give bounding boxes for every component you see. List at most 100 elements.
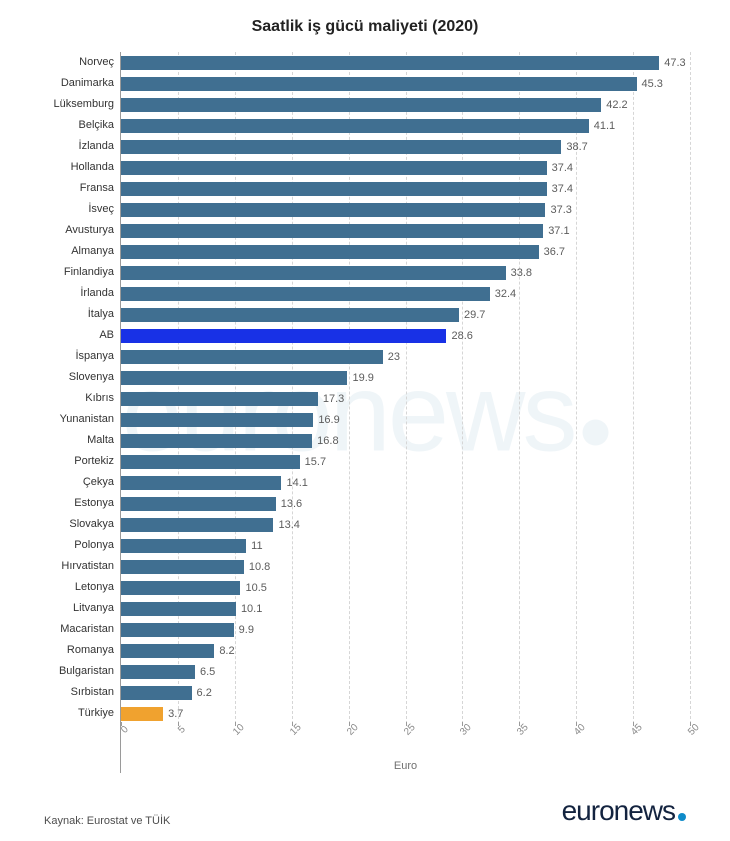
category-label: Avusturya	[40, 220, 120, 241]
bar	[121, 56, 659, 70]
bar-row: 6.2	[121, 682, 690, 703]
bar	[121, 350, 383, 364]
bar-row: 17.3	[121, 388, 690, 409]
x-tick-label: 40	[572, 722, 588, 738]
bar	[121, 287, 490, 301]
bar	[121, 224, 543, 238]
category-label: Yunanistan	[40, 409, 120, 430]
bar-row: 32.4	[121, 283, 690, 304]
category-label: Çekya	[40, 472, 120, 493]
x-tick-label: 20	[345, 722, 361, 738]
category-label: Sırbistan	[40, 682, 120, 703]
value-label: 11	[251, 540, 262, 552]
plot: NorveçDanimarkaLüksemburgBelçikaİzlandaH…	[40, 52, 690, 773]
bar-row: 42.2	[121, 94, 690, 115]
category-label: Bulgaristan	[40, 661, 120, 682]
bar	[121, 686, 192, 700]
category-label: Kıbrıs	[40, 388, 120, 409]
bar-row: 28.6	[121, 325, 690, 346]
bar-row: 41.1	[121, 115, 690, 136]
category-label: Finlandiya	[40, 262, 120, 283]
bar	[121, 182, 547, 196]
bar-row: 37.4	[121, 157, 690, 178]
footer: Kaynak: Eurostat ve TÜİK euronews	[40, 795, 690, 827]
value-label: 37.4	[552, 183, 573, 195]
bar	[121, 413, 313, 427]
category-label: İspanya	[40, 346, 120, 367]
value-label: 36.7	[544, 246, 565, 258]
bar	[121, 308, 459, 322]
bar-row: 33.8	[121, 262, 690, 283]
category-label: Slovakya	[40, 514, 120, 535]
value-label: 13.6	[281, 498, 302, 510]
category-label: Portekiz	[40, 451, 120, 472]
x-tick-label: 30	[458, 722, 474, 738]
bar-row: 45.3	[121, 73, 690, 94]
bar	[121, 119, 589, 133]
bar	[121, 560, 244, 574]
category-label: İrlanda	[40, 283, 120, 304]
x-tick-label: 35	[515, 722, 531, 738]
value-label: 33.8	[511, 267, 532, 279]
bar-row: 47.3	[121, 52, 690, 73]
bars-column: 47.345.342.241.138.737.437.437.337.136.7…	[120, 52, 690, 773]
bar	[121, 203, 545, 217]
bar	[121, 644, 214, 658]
gridline	[690, 52, 691, 724]
category-label: Almanya	[40, 241, 120, 262]
category-label: Belçika	[40, 115, 120, 136]
value-label: 19.9	[352, 372, 373, 384]
category-label: Slovenya	[40, 367, 120, 388]
bar	[121, 581, 240, 595]
bar-row: 23	[121, 346, 690, 367]
bar-row: 38.7	[121, 136, 690, 157]
category-label: İzlanda	[40, 136, 120, 157]
brand-logo: euronews	[562, 795, 686, 827]
value-label: 41.1	[594, 120, 615, 132]
x-tick-label: 5	[176, 724, 188, 736]
category-label: Macaristan	[40, 619, 120, 640]
bar	[121, 476, 281, 490]
bar	[121, 161, 547, 175]
category-label: AB	[40, 325, 120, 346]
x-axis-label: Euro	[121, 760, 690, 772]
bar	[121, 455, 300, 469]
value-label: 42.2	[606, 99, 627, 111]
category-label: İsveç	[40, 199, 120, 220]
bar	[121, 98, 601, 112]
bar-row: 8.2	[121, 640, 690, 661]
bar-row: 16.8	[121, 430, 690, 451]
value-label: 37.3	[550, 204, 571, 216]
bar-row: 11	[121, 535, 690, 556]
x-tick-label: 15	[288, 722, 304, 738]
chart-area: euronews NorveçDanimarkaLüksemburgBelçik…	[40, 52, 690, 773]
value-label: 23	[388, 351, 400, 363]
source-text: Kaynak: Eurostat ve TÜİK	[44, 815, 170, 827]
chart-container: Saatlik iş gücü maliyeti (2020) euronews…	[0, 0, 730, 841]
value-label: 16.8	[317, 435, 338, 447]
bar-row: 36.7	[121, 241, 690, 262]
x-tick-label: 0	[119, 724, 131, 736]
x-tick-label: 50	[686, 722, 702, 738]
value-label: 17.3	[323, 393, 344, 405]
brand-dot-icon	[678, 813, 686, 821]
bar-row: 13.4	[121, 514, 690, 535]
bar	[121, 497, 276, 511]
value-label: 9.9	[239, 624, 254, 636]
value-label: 38.7	[566, 141, 587, 153]
value-label: 6.5	[200, 666, 215, 678]
x-tick-label: 45	[629, 722, 645, 738]
brand-text: euronews	[562, 795, 675, 827]
bar-row: 37.3	[121, 199, 690, 220]
value-label: 32.4	[495, 288, 516, 300]
category-label: Türkiye	[40, 703, 120, 724]
bar	[121, 392, 318, 406]
category-label: Polonya	[40, 535, 120, 556]
value-label: 10.5	[245, 582, 266, 594]
bar-row: 10.5	[121, 577, 690, 598]
value-label: 10.8	[249, 561, 270, 573]
value-label: 28.6	[451, 330, 472, 342]
bar	[121, 371, 347, 385]
value-label: 3.7	[168, 708, 183, 720]
value-label: 10.1	[241, 603, 262, 615]
